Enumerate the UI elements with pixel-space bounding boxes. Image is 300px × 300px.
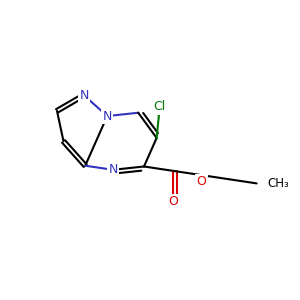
Text: O: O [168, 195, 178, 208]
Text: Cl: Cl [154, 100, 166, 113]
Text: N: N [79, 89, 89, 102]
Text: O: O [196, 175, 206, 188]
Text: CH₃: CH₃ [267, 177, 289, 190]
Text: N: N [108, 163, 118, 176]
Text: N: N [103, 110, 112, 123]
